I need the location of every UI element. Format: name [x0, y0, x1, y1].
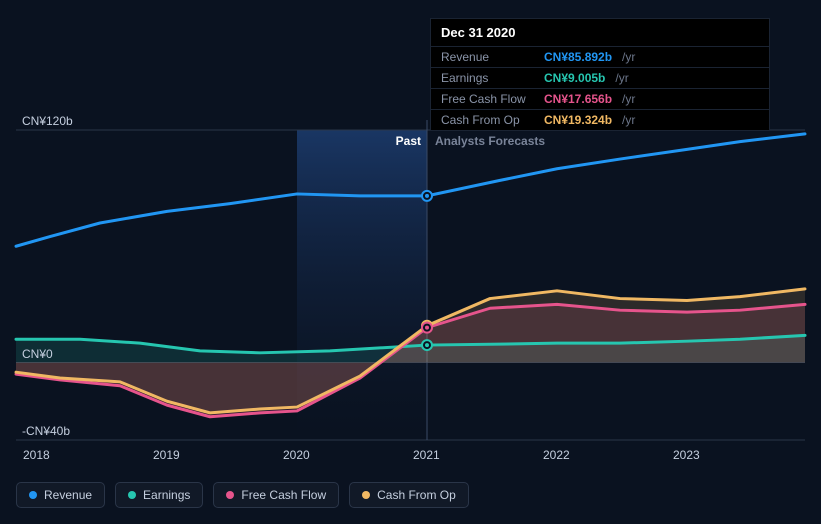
tooltip-row: Earnings CN¥9.005b/yr	[431, 67, 769, 88]
chart-tooltip: Dec 31 2020 RevenueCN¥85.892b/yrEarnings…	[430, 18, 770, 131]
tooltip-unit: /yr	[622, 92, 635, 106]
tooltip-date: Dec 31 2020	[431, 19, 769, 46]
financials-chart: CN¥120b CN¥0 -CN¥40b 2018 2019 2020 2021 2022 2…	[0, 0, 821, 524]
tooltip-unit: /yr	[622, 113, 635, 127]
legend-dot-icon	[226, 491, 234, 499]
legend-dot-icon	[362, 491, 370, 499]
tooltip-metric-value: CN¥9.005b	[544, 71, 605, 85]
legend-dot-icon	[128, 491, 136, 499]
x-axis-label: 2022	[543, 448, 570, 462]
tooltip-metric-label: Earnings	[441, 71, 536, 85]
tooltip-metric-value: CN¥19.324b	[544, 113, 612, 127]
tooltip-metric-value: CN¥85.892b	[544, 50, 612, 64]
tooltip-row: Cash From Op CN¥19.324b/yr	[431, 109, 769, 130]
x-axis-label: 2021	[413, 448, 440, 462]
tooltip-row: Free Cash Flow CN¥17.656b/yr	[431, 88, 769, 109]
legend-label: Earnings	[143, 488, 190, 502]
legend-item-cfo[interactable]: Cash From Op	[349, 482, 469, 508]
tooltip-unit: /yr	[615, 71, 628, 85]
legend-item-earnings[interactable]: Earnings	[115, 482, 203, 508]
zone-label-past: Past	[396, 134, 421, 148]
tooltip-metric-value: CN¥17.656b	[544, 92, 612, 106]
x-axis-label: 2018	[23, 448, 50, 462]
legend-item-fcf[interactable]: Free Cash Flow	[213, 482, 339, 508]
tooltip-row: Revenue CN¥85.892b/yr	[431, 46, 769, 67]
tooltip-metric-label: Cash From Op	[441, 113, 536, 127]
y-axis-label: -CN¥40b	[22, 424, 70, 438]
y-axis-label: CN¥120b	[22, 114, 73, 128]
legend-dot-icon	[29, 491, 37, 499]
legend-label: Revenue	[44, 488, 92, 502]
x-axis-label: 2020	[283, 448, 310, 462]
x-axis-label: 2019	[153, 448, 180, 462]
legend-item-revenue[interactable]: Revenue	[16, 482, 105, 508]
zone-label-forecast: Analysts Forecasts	[435, 134, 545, 148]
x-axis-label: 2023	[673, 448, 700, 462]
y-axis-label: CN¥0	[22, 347, 53, 361]
tooltip-unit: /yr	[622, 50, 635, 64]
chart-legend: Revenue Earnings Free Cash Flow Cash From O…	[16, 482, 469, 508]
legend-label: Cash From Op	[377, 488, 456, 502]
tooltip-metric-label: Free Cash Flow	[441, 92, 536, 106]
tooltip-metric-label: Revenue	[441, 50, 536, 64]
legend-label: Free Cash Flow	[241, 488, 326, 502]
